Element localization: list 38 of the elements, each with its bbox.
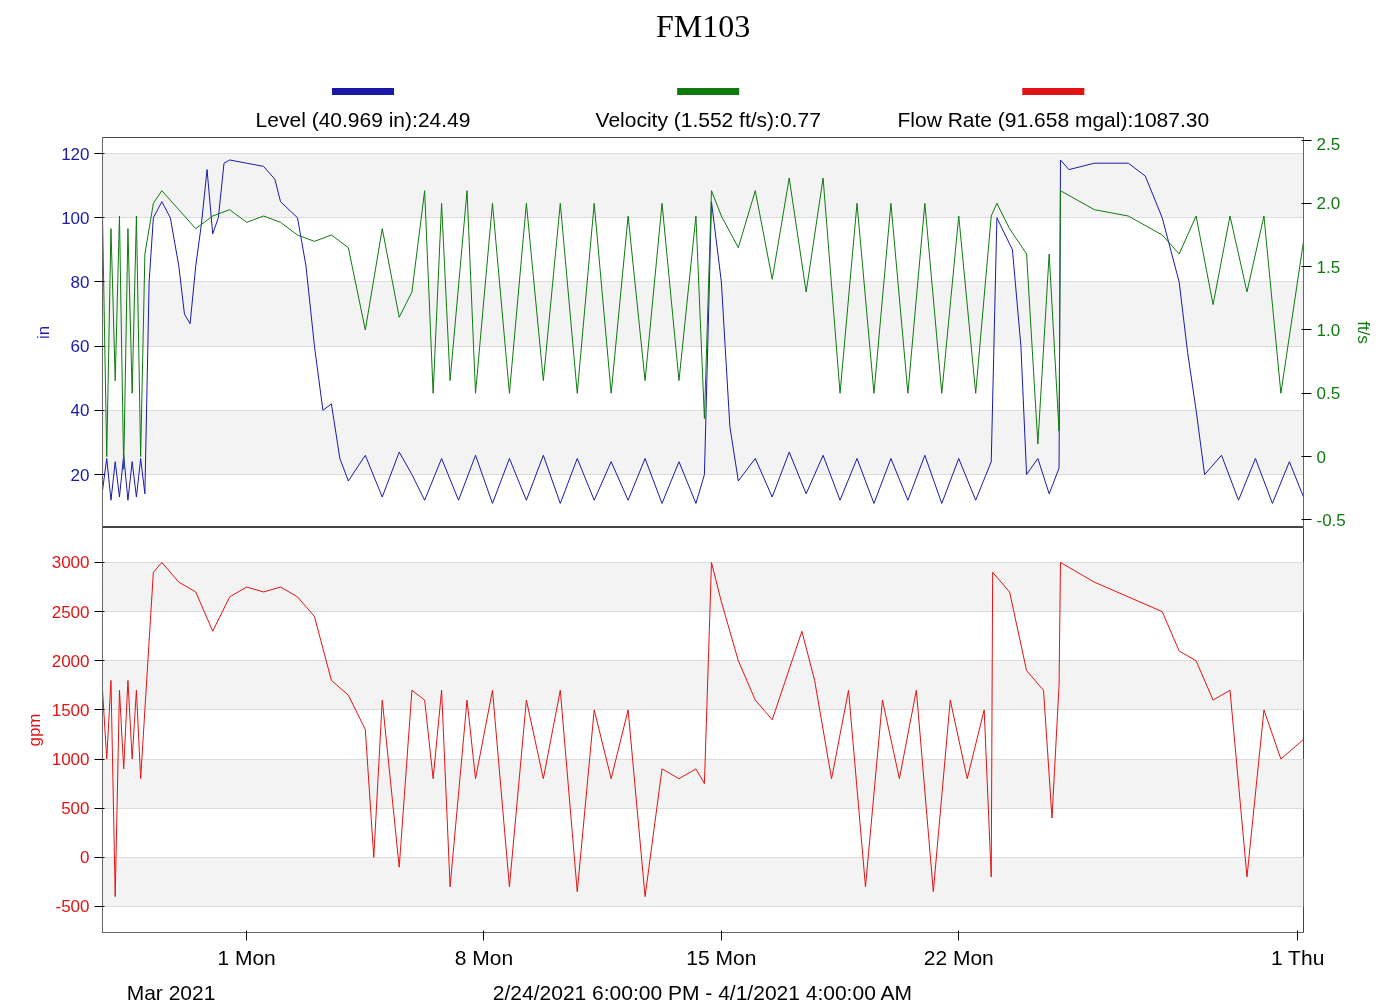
y-tick-label: 500 — [61, 799, 90, 819]
y-tick-label: 3000 — [51, 553, 90, 573]
text: Mar 2021 — [126, 981, 216, 1004]
legend-label: Velocity (1.552 ft/s):0.77 — [595, 108, 821, 131]
y-axis-title: gpm — [24, 713, 44, 747]
y2-tick-label: -0.5 — [1316, 510, 1346, 530]
x-tick-label: 8 Mon — [454, 945, 514, 969]
y-tick-label: -500 — [55, 897, 90, 917]
y-tick-label: 100 — [61, 208, 90, 228]
chart-title: FM103 — [655, 7, 751, 44]
y-tick-label: 2500 — [51, 602, 90, 622]
y-tick-label: 0 — [80, 848, 90, 868]
y-tick-label: 20 — [70, 465, 90, 485]
x-tick-label: 1 Thu — [1271, 945, 1325, 969]
legend-label: Flow Rate (91.658 mgal):1087.30 — [897, 108, 1210, 131]
y2-axis-title: ft/s — [1353, 321, 1373, 344]
y-tick-label: 1500 — [51, 700, 90, 720]
y-tick-label: 120 — [61, 144, 90, 164]
y-tick-label: 40 — [70, 401, 90, 421]
y-axis-title: in — [34, 325, 54, 340]
y2-tick-label: 1.0 — [1316, 320, 1341, 340]
y2-tick-label: 1.5 — [1316, 257, 1341, 277]
y2-tick-label: 2.0 — [1316, 194, 1341, 214]
line-series — [102, 159, 1304, 504]
line-series — [102, 561, 1304, 898]
y2-tick-label: 0.5 — [1316, 384, 1341, 404]
y-tick-label: 80 — [70, 272, 90, 292]
text: 2/24/2021 6:00:00 PM - 4/1/2021 4:00:00 AM — [492, 981, 912, 1004]
y-tick-label: 1000 — [51, 750, 90, 770]
x-tick-label: 15 Mon — [686, 945, 757, 969]
line-series — [102, 177, 1304, 470]
y-tick-label: 2000 — [51, 651, 90, 671]
legend-label: Level (40.969 in):24.49 — [255, 108, 471, 131]
x-tick-label: 22 Mon — [923, 945, 994, 969]
y-tick-label: 60 — [70, 337, 90, 357]
y2-tick-label: 2.5 — [1316, 134, 1341, 154]
x-tick-label: 1 Mon — [217, 945, 276, 969]
y2-tick-label: 0 — [1316, 447, 1326, 467]
